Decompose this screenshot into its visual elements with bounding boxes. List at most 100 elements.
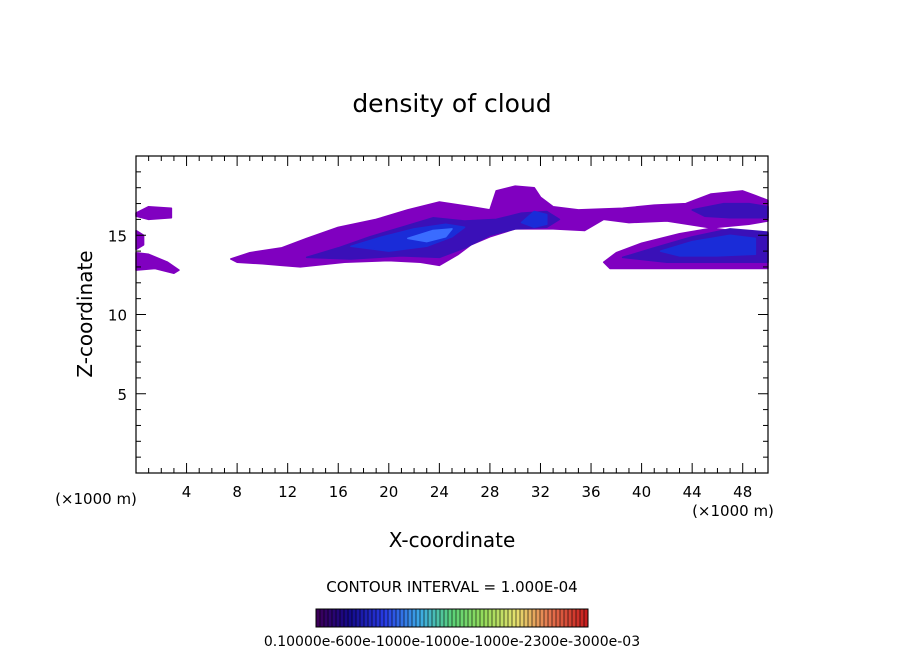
colorbar-swatch — [532, 609, 536, 627]
colorbar-swatch — [352, 609, 356, 627]
x-tick-label: 40 — [632, 483, 651, 501]
colorbar-frame — [315, 608, 589, 628]
x-tick-label: 32 — [531, 483, 550, 501]
colorbar-swatch — [584, 609, 588, 627]
colorbar-swatch — [428, 609, 432, 627]
colorbar-swatch — [416, 609, 420, 627]
x-unit-left: (×1000 m) — [55, 490, 137, 508]
colorbar-swatch — [516, 609, 520, 627]
colorbar-swatch — [548, 609, 552, 627]
colorbar-swatch — [540, 609, 544, 627]
x-tick-labels: 4 8 12 16 20 24 28 32 36 40 44 48 — [182, 483, 752, 501]
cloud-region-outer — [135, 205, 173, 221]
axis-ticks — [136, 156, 768, 473]
y-tick-label: 10 — [108, 307, 127, 325]
colorbar-swatch — [460, 609, 464, 627]
colorbar-swatch — [572, 609, 576, 627]
colorbar-swatch — [480, 609, 484, 627]
colorbar-swatch — [436, 609, 440, 627]
cloud-region-core — [407, 228, 453, 243]
colorbar-swatch — [568, 609, 572, 627]
colorbar-swatch — [408, 609, 412, 627]
colorbar-swatch — [448, 609, 452, 627]
colorbar-swatch — [536, 609, 540, 627]
colorbar-swatch — [396, 609, 400, 627]
x-tick-label: 16 — [329, 483, 348, 501]
colorbar-labels: 0.10000e-600e-1000e-1000e-1000e-2300e-30… — [264, 634, 640, 650]
y-axis-label: Z-coordinate — [73, 250, 97, 377]
y-tick-label: 5 — [117, 386, 127, 404]
x-tick-label: 12 — [278, 483, 297, 501]
x-axis-label: X-coordinate — [389, 528, 516, 552]
colorbar-swatch — [528, 609, 532, 627]
colorbar-swatch — [412, 609, 416, 627]
cloud-region-inner — [659, 234, 757, 257]
colorbar-swatch — [492, 609, 496, 627]
y-tick-label: 15 — [108, 227, 127, 245]
colorbar-swatch — [524, 609, 528, 627]
colorbar-swatch — [564, 609, 568, 627]
colorbar-swatch — [508, 609, 512, 627]
colorbar-swatch — [580, 609, 584, 627]
colorbar-swatch — [364, 609, 368, 627]
contour-interval-text: CONTOUR INTERVAL = 1.000E-04 — [326, 578, 577, 596]
x-tick-label: 44 — [683, 483, 702, 501]
colorbar-swatch — [440, 609, 444, 627]
colorbar-swatch — [376, 609, 380, 627]
colorbar-swatch — [400, 609, 404, 627]
colorbar-swatch — [500, 609, 504, 627]
colorbar-swatch — [424, 609, 428, 627]
colorbar-swatch — [368, 609, 372, 627]
colorbar-swatch — [328, 609, 332, 627]
colorbar-swatch — [316, 609, 320, 627]
colorbar-swatch — [576, 609, 580, 627]
cloud-region-outer — [135, 251, 180, 275]
colorbar-swatch — [344, 609, 348, 627]
colorbar-swatch — [356, 609, 360, 627]
colorbar-swatch — [468, 609, 472, 627]
colorbar-swatch — [348, 609, 352, 627]
x-unit-right: (×1000 m) — [692, 502, 774, 520]
colorbar-swatch — [560, 609, 564, 627]
colorbar-swatch — [360, 609, 364, 627]
colorbar-swatch — [324, 609, 328, 627]
colorbar-swatch — [380, 609, 384, 627]
cloud-region-inner — [520, 210, 548, 229]
colorbar-swatch — [488, 609, 492, 627]
colorbar-swatch — [472, 609, 476, 627]
colorbar-swatch — [332, 609, 336, 627]
colorbar-swatch — [340, 609, 344, 627]
colorbar-swatch — [420, 609, 424, 627]
colorbar-swatch — [404, 609, 408, 627]
x-tick-label: 20 — [379, 483, 398, 501]
colorbar-swatch — [320, 609, 324, 627]
colorbar-swatch — [452, 609, 456, 627]
colorbar — [315, 609, 588, 627]
colorbar-swatch — [552, 609, 556, 627]
cloud-region-outer — [135, 229, 145, 251]
x-tick-label: 36 — [581, 483, 600, 501]
colorbar-swatch — [336, 609, 340, 627]
colorbar-swatch — [556, 609, 560, 627]
x-tick-label: 28 — [480, 483, 499, 501]
chart-title: density of cloud — [352, 89, 551, 118]
colorbar-swatch — [496, 609, 500, 627]
colorbar-swatch — [392, 609, 396, 627]
colorbar-swatch — [372, 609, 376, 627]
x-tick-label: 8 — [232, 483, 242, 501]
x-tick-label: 48 — [733, 483, 752, 501]
x-tick-label: 24 — [430, 483, 449, 501]
colorbar-swatch — [520, 609, 524, 627]
colorbar-swatch — [512, 609, 516, 627]
cloud-density-field — [135, 185, 769, 275]
colorbar-swatch — [544, 609, 548, 627]
colorbar-swatch — [464, 609, 468, 627]
colorbar-swatch — [456, 609, 460, 627]
colorbar-swatch — [444, 609, 448, 627]
colorbar-swatch — [384, 609, 388, 627]
x-tick-label: 4 — [182, 483, 192, 501]
colorbar-swatch — [504, 609, 508, 627]
y-tick-labels: 5 10 15 — [108, 227, 127, 404]
colorbar-swatch — [388, 609, 392, 627]
